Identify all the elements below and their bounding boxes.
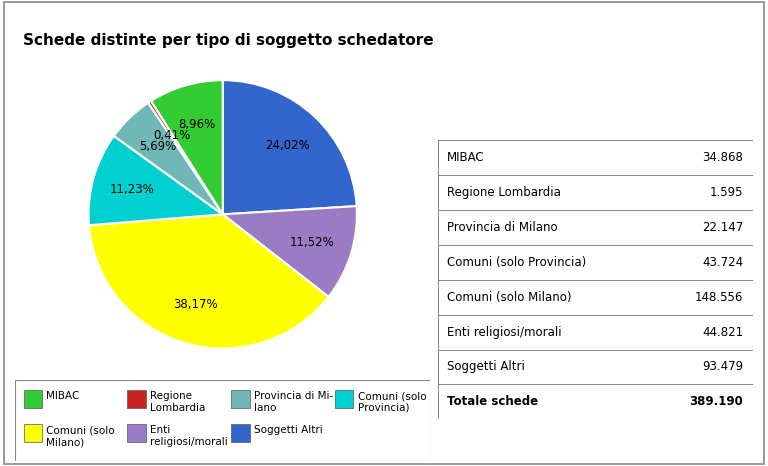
Bar xyxy=(127,424,146,442)
Wedge shape xyxy=(223,80,356,214)
Text: 38,17%: 38,17% xyxy=(174,298,218,311)
Text: 11,23%: 11,23% xyxy=(110,183,154,196)
Wedge shape xyxy=(89,214,329,349)
Text: Enti religiosi/morali: Enti religiosi/morali xyxy=(447,326,562,338)
Text: Regione
Lombardia: Regione Lombardia xyxy=(151,391,206,413)
Text: Regione Lombardia: Regione Lombardia xyxy=(447,186,561,199)
Wedge shape xyxy=(148,101,223,214)
Text: 22.147: 22.147 xyxy=(702,221,743,233)
Text: 8,96%: 8,96% xyxy=(178,117,215,130)
Text: Provincia di Milano: Provincia di Milano xyxy=(447,221,558,233)
Wedge shape xyxy=(151,80,223,214)
Text: 93.479: 93.479 xyxy=(702,361,743,373)
Bar xyxy=(24,390,42,407)
Text: 43.724: 43.724 xyxy=(702,256,743,268)
Wedge shape xyxy=(114,103,223,214)
Text: Comuni (solo Provincia): Comuni (solo Provincia) xyxy=(447,256,587,268)
Text: 11,52%: 11,52% xyxy=(290,236,335,249)
Text: Schede distinte per tipo di soggetto schedatore: Schede distinte per tipo di soggetto sch… xyxy=(23,33,434,48)
Text: 0,41%: 0,41% xyxy=(153,129,190,142)
Text: 34.868: 34.868 xyxy=(702,151,743,164)
Text: 5,69%: 5,69% xyxy=(139,140,176,153)
Text: MIBAC: MIBAC xyxy=(46,391,80,401)
Bar xyxy=(127,390,146,407)
Bar xyxy=(231,424,250,442)
Bar xyxy=(231,390,250,407)
Text: 1.595: 1.595 xyxy=(710,186,743,199)
Bar xyxy=(24,424,42,442)
Text: 148.556: 148.556 xyxy=(695,291,743,303)
Text: Comuni (solo Milano): Comuni (solo Milano) xyxy=(447,291,571,303)
Wedge shape xyxy=(223,206,357,297)
Text: Soggetti Altri: Soggetti Altri xyxy=(447,361,525,373)
Text: Enti
religiosi/morali: Enti religiosi/morali xyxy=(151,425,228,447)
Text: 44.821: 44.821 xyxy=(702,326,743,338)
Text: Soggetti Altri: Soggetti Altri xyxy=(254,425,323,435)
Text: 389.190: 389.190 xyxy=(690,396,743,408)
Text: Comuni (solo
Milano): Comuni (solo Milano) xyxy=(46,425,115,447)
Text: Totale schede: Totale schede xyxy=(447,396,538,408)
Wedge shape xyxy=(88,136,223,225)
Text: 24,02%: 24,02% xyxy=(265,139,310,152)
Bar xyxy=(335,390,353,407)
Text: MIBAC: MIBAC xyxy=(447,151,485,164)
Text: Comuni (solo
Provincia): Comuni (solo Provincia) xyxy=(358,391,426,413)
Text: Provincia di Mi-
lano: Provincia di Mi- lano xyxy=(254,391,333,413)
